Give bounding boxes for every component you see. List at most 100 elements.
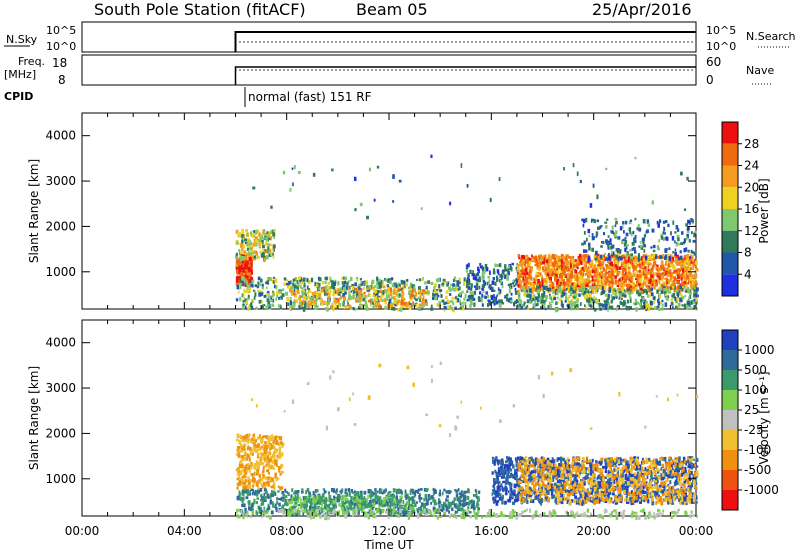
echo-cell [365,307,369,311]
echo-cell [357,507,360,511]
echo-cell [692,266,695,271]
echo-cell [536,292,540,295]
echo-cell [294,295,298,298]
echo-cell [617,287,620,291]
echo-cell [683,274,686,279]
echo-cell [466,290,469,293]
echo-cell [481,284,485,288]
echo-cell [283,502,287,506]
echo-cell [455,510,459,514]
echo-cell [491,289,494,292]
echo-cell [619,285,622,288]
echo-cell [435,292,437,296]
echo-cell [305,296,308,301]
echo-cell [680,297,683,303]
echo-cell [574,304,577,309]
echo-cell [457,488,460,492]
echo-cell [414,288,416,293]
echo-cell [341,276,344,281]
echo-cell [606,218,609,221]
echo-cell [253,296,256,300]
echo-cell [387,279,390,283]
echo-cell [527,286,530,292]
echo-cell [689,283,692,288]
echo-cell [269,464,272,470]
echo-cell [572,286,576,290]
echo-cell [271,252,274,257]
echo-cell [296,280,299,284]
echo-cell [259,482,262,485]
echo-cell [686,233,689,239]
echo-cell [564,265,566,268]
echo-cell [386,494,389,498]
echo-cell [313,299,316,304]
echo-cell [242,250,245,254]
echo-cell [621,276,624,281]
echo-cell [656,255,660,259]
echo-cell [568,256,571,259]
echo-cell [527,275,530,280]
echo-cell [370,489,372,493]
echo-cell [379,298,382,302]
echo-cell [344,276,348,281]
echo-cell [261,253,265,258]
echo-cell [445,498,448,502]
nave-tick-low: 0 [706,73,714,87]
echo-cell [556,291,559,296]
echo-cell [247,462,250,467]
echo-cell [683,248,686,253]
echo-cell [590,274,593,279]
echo-cell [366,287,369,291]
echo-cell [677,274,680,279]
echo-cell [318,293,322,298]
echo-cell [260,498,263,502]
echo-cell [393,282,396,288]
echo-cell [611,270,614,275]
echo-cell [314,302,318,307]
echo-cell [536,285,540,290]
echo-cell [309,296,313,302]
echo-cell [353,505,356,509]
echo-cell [585,249,588,253]
echo-cell [241,481,245,485]
echo-cell [401,289,404,294]
echo-cell [688,262,691,265]
echo-cell [537,255,541,260]
echo-cell [551,300,554,304]
echo-cell [409,489,412,492]
echo-cell [534,279,538,282]
echo-cell [641,289,644,295]
echo-cell [680,171,683,176]
echo-cell [384,277,386,281]
echo-cell [669,273,673,278]
echo-cell [265,483,268,487]
echo-cell [623,300,626,305]
echo-cell [267,301,271,305]
echo-cell [502,302,505,305]
echo-cell [287,302,290,306]
echo-cell [270,205,273,209]
echo-cell [551,262,554,267]
echo-cell [241,463,244,467]
echo-cell [271,503,275,508]
echo-cell [590,218,593,223]
echo-cell [544,307,547,311]
echo-cell [261,436,264,440]
echo-cell [604,304,608,309]
y-tick-label: 1000 [45,265,76,279]
echo-cell [318,282,321,287]
echo-cell [685,258,689,263]
echo-cell [341,285,344,291]
echo-cell [642,254,646,258]
echo-cell [599,254,603,259]
echo-cell [670,301,674,306]
echo-cell [487,275,490,279]
echo-cell [285,291,289,296]
echo-cell [695,294,699,298]
echo-cell [575,303,579,308]
echo-cell [467,489,470,494]
echo-cell [484,263,488,268]
echo-cell [530,300,533,304]
echo-cell [289,188,292,192]
